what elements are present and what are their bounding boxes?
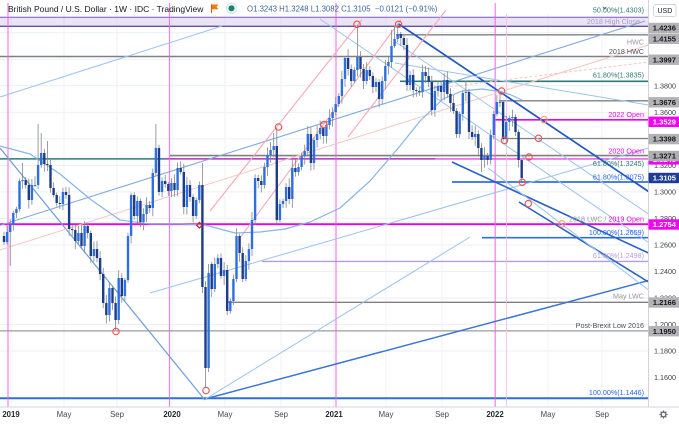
svg-text:1.3997: 1.3997 bbox=[653, 55, 676, 64]
svg-text:1.2600: 1.2600 bbox=[654, 241, 676, 250]
svg-text:61.80%(1.3245): 61.80%(1.3245) bbox=[593, 159, 644, 168]
svg-text:1.3105: 1.3105 bbox=[653, 174, 677, 183]
svg-text:1.3676: 1.3676 bbox=[653, 98, 676, 107]
svg-text:1.2166: 1.2166 bbox=[653, 298, 676, 307]
svg-text:Sep: Sep bbox=[595, 410, 610, 419]
svg-text:Post-Brexit Low 2016: Post-Brexit Low 2016 bbox=[576, 321, 644, 330]
svg-text:May LWC: May LWC bbox=[613, 292, 644, 301]
svg-text:1.3600: 1.3600 bbox=[654, 108, 676, 117]
svg-text:1.2754: 1.2754 bbox=[653, 220, 677, 229]
svg-text:USD: USD bbox=[658, 8, 673, 15]
svg-text:61.80%(1.3075): 61.80%(1.3075) bbox=[593, 173, 644, 182]
svg-text:O1.3243 H1.3248 L1.3082 C1.310: O1.3243 H1.3248 L1.3082 C1.3105 −0.0121 … bbox=[247, 4, 438, 13]
svg-text:2020 Open: 2020 Open bbox=[608, 147, 644, 156]
svg-text:2022: 2022 bbox=[486, 410, 504, 419]
svg-text:1.3271: 1.3271 bbox=[653, 152, 677, 161]
svg-text:British Pound / U.S. Dollar ·: British Pound / U.S. Dollar · 1W · IDC ·… bbox=[8, 4, 204, 14]
svg-text:50.00%(1.4303): 50.00%(1.4303) bbox=[593, 6, 644, 15]
svg-text:1.4155: 1.4155 bbox=[653, 34, 677, 43]
svg-text:1.3000: 1.3000 bbox=[654, 187, 676, 196]
svg-text:2022 Open: 2022 Open bbox=[608, 110, 644, 119]
svg-text:2018 High Close: 2018 High Close bbox=[587, 17, 640, 26]
svg-text:1.1950: 1.1950 bbox=[653, 327, 676, 336]
svg-text:May: May bbox=[57, 410, 72, 419]
svg-text:61.80%(1.3835): 61.80%(1.3835) bbox=[593, 71, 644, 80]
svg-text:Sep: Sep bbox=[435, 410, 450, 419]
svg-text:May: May bbox=[541, 410, 556, 419]
svg-text:2021: 2021 bbox=[325, 410, 343, 419]
svg-text:1.2400: 1.2400 bbox=[654, 267, 676, 276]
svg-text:1.3800: 1.3800 bbox=[654, 81, 676, 90]
svg-text:2020: 2020 bbox=[163, 410, 181, 419]
svg-text:100.00%(1.1446): 100.00%(1.1446) bbox=[589, 388, 644, 397]
svg-text:1.1800: 1.1800 bbox=[654, 347, 676, 356]
svg-text:1.1600: 1.1600 bbox=[654, 373, 676, 382]
svg-text:2018 LWC / 2019 Open: 2018 LWC / 2019 Open bbox=[569, 215, 644, 224]
svg-text:Sep: Sep bbox=[110, 410, 125, 419]
svg-text:2019: 2019 bbox=[2, 410, 20, 419]
svg-text:HWC: HWC bbox=[627, 38, 644, 47]
svg-text:May: May bbox=[218, 410, 233, 419]
svg-text:1.4236: 1.4236 bbox=[653, 24, 676, 33]
svg-text:2018 HWC: 2018 HWC bbox=[609, 47, 644, 56]
svg-text:May: May bbox=[379, 410, 394, 419]
svg-text:61.80%(1.2498): 61.80%(1.2498) bbox=[593, 251, 644, 260]
svg-text:100.00%(1.2659): 100.00%(1.2659) bbox=[589, 228, 644, 237]
svg-text:1.3398: 1.3398 bbox=[653, 135, 676, 144]
svg-text:1.3529: 1.3529 bbox=[653, 117, 676, 126]
svg-text:Sep: Sep bbox=[274, 410, 289, 419]
